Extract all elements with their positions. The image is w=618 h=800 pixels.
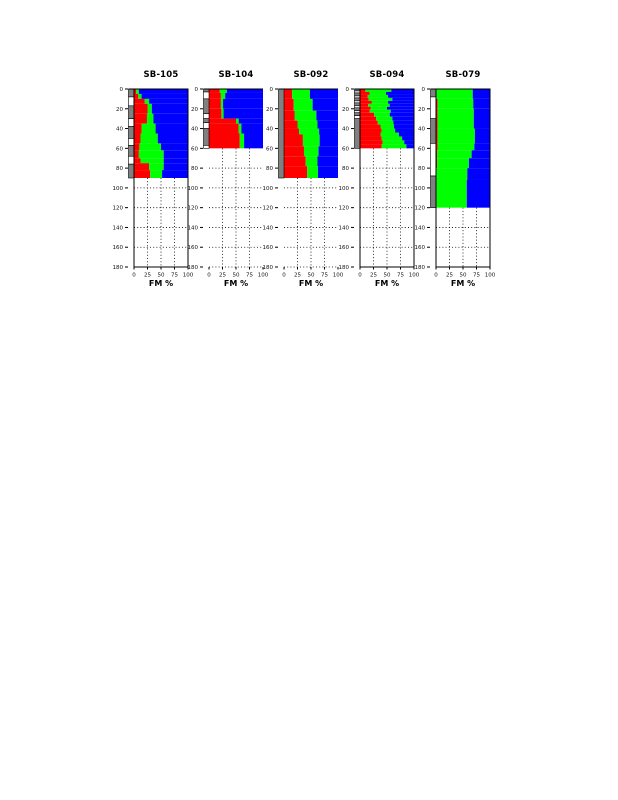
- chart-sb-079: SB-079 0 20 40 60 80 100 120 140 160 180 0 25 50 75 10…: [410, 68, 498, 288]
- borehole-charts-row: SB-105 0 20 40 60 80 100 120 140 160 180 0 25 50 75 10…: [0, 68, 618, 308]
- svg-text:60: 60: [266, 146, 273, 152]
- svg-text:20: 20: [418, 107, 425, 113]
- svg-text:120: 120: [263, 206, 274, 212]
- svg-text:60: 60: [116, 146, 123, 152]
- svg-text:0: 0: [270, 87, 274, 93]
- borehole-profile-plot: 0 20 40 60 80 100 120 140 160 180 0 25 50 75 100: [113, 87, 194, 279]
- svg-text:75: 75: [246, 273, 253, 279]
- svg-text:75: 75: [171, 273, 178, 279]
- svg-text:50: 50: [158, 273, 165, 279]
- svg-text:120: 120: [113, 206, 124, 212]
- chart-sb-105: SB-105 0 20 40 60 80 100 120 140 160 180 0 25 50 75 10…: [108, 68, 196, 288]
- borehole-profile-plot: 0 20 40 60 80 100 120 140 160 180 0 25 50 75 100: [415, 87, 496, 279]
- svg-text:160: 160: [339, 245, 350, 251]
- x-axis-label: FM %: [298, 279, 324, 288]
- svg-text:180: 180: [188, 265, 199, 271]
- svg-text:120: 120: [415, 206, 426, 212]
- svg-text:40: 40: [116, 127, 123, 133]
- svg-text:25: 25: [370, 273, 377, 279]
- svg-text:60: 60: [342, 146, 349, 152]
- svg-text:180: 180: [339, 265, 350, 271]
- svg-text:20: 20: [116, 107, 123, 113]
- chart-sb-094: SB-094 0 20 40 60 80 100 120 140 160 180 0 25 50 75 10…: [334, 68, 422, 288]
- svg-text:100: 100: [415, 186, 426, 192]
- svg-text:75: 75: [397, 273, 404, 279]
- svg-text:80: 80: [418, 166, 425, 172]
- svg-text:140: 140: [113, 225, 124, 231]
- svg-text:50: 50: [460, 273, 467, 279]
- svg-text:25: 25: [294, 273, 301, 279]
- borehole-profile-plot: 0 20 40 60 80 100 120 140 160 180 0 25 50 75 100: [263, 87, 344, 279]
- svg-text:80: 80: [116, 166, 123, 172]
- svg-text:25: 25: [144, 273, 151, 279]
- svg-text:20: 20: [191, 107, 198, 113]
- svg-text:0: 0: [346, 87, 350, 93]
- svg-text:0: 0: [422, 87, 426, 93]
- chart-title: SB-104: [218, 70, 254, 80]
- svg-text:140: 140: [188, 225, 199, 231]
- svg-text:100: 100: [258, 273, 269, 279]
- svg-text:40: 40: [342, 127, 349, 133]
- svg-text:180: 180: [113, 265, 124, 271]
- svg-text:100: 100: [183, 273, 194, 279]
- svg-text:0: 0: [207, 273, 211, 279]
- borehole-profile-plot: 0 20 40 60 80 100 120 140 160 180 0 25 50 75 100: [339, 87, 420, 279]
- svg-text:140: 140: [339, 225, 350, 231]
- svg-text:100: 100: [188, 186, 199, 192]
- svg-text:60: 60: [191, 146, 198, 152]
- svg-text:100: 100: [409, 273, 420, 279]
- svg-text:40: 40: [418, 127, 425, 133]
- svg-text:0: 0: [434, 273, 438, 279]
- svg-text:75: 75: [321, 273, 328, 279]
- svg-text:40: 40: [266, 127, 273, 133]
- svg-text:25: 25: [219, 273, 226, 279]
- svg-text:0: 0: [132, 273, 136, 279]
- svg-text:80: 80: [191, 166, 198, 172]
- svg-text:0: 0: [120, 87, 124, 93]
- svg-text:160: 160: [188, 245, 199, 251]
- chart-title: SB-079: [445, 70, 481, 80]
- x-axis-label: FM %: [374, 279, 400, 288]
- x-axis-label: FM %: [450, 279, 476, 288]
- borehole-profile-plot: 0 20 40 60 80 100 120 140 160 180 0 25 50 75 100: [188, 87, 269, 279]
- svg-text:40: 40: [191, 127, 198, 133]
- svg-text:20: 20: [266, 107, 273, 113]
- chart-title: SB-094: [369, 70, 405, 80]
- svg-text:80: 80: [342, 166, 349, 172]
- svg-text:50: 50: [384, 273, 391, 279]
- svg-text:50: 50: [233, 273, 240, 279]
- svg-text:75: 75: [473, 273, 480, 279]
- svg-text:60: 60: [418, 146, 425, 152]
- svg-text:180: 180: [415, 265, 426, 271]
- svg-text:0: 0: [282, 273, 286, 279]
- svg-text:180: 180: [263, 265, 274, 271]
- svg-text:120: 120: [339, 206, 350, 212]
- svg-text:100: 100: [263, 186, 274, 192]
- svg-text:50: 50: [308, 273, 315, 279]
- svg-text:100: 100: [339, 186, 350, 192]
- svg-text:0: 0: [358, 273, 362, 279]
- svg-text:25: 25: [446, 273, 453, 279]
- svg-text:120: 120: [188, 206, 199, 212]
- svg-text:100: 100: [485, 273, 496, 279]
- svg-text:140: 140: [415, 225, 426, 231]
- chart-title: SB-092: [293, 70, 329, 80]
- svg-text:160: 160: [263, 245, 274, 251]
- chart-sb-092: SB-092 0 20 40 60 80 100 120 140 160 180 0 25 50 75 10…: [258, 68, 346, 288]
- x-axis-label: FM %: [223, 279, 249, 288]
- chart-sb-104: SB-104 0 20 40 60 80 100 120 140 160 180 0 25 50 75 10…: [183, 68, 271, 288]
- svg-text:80: 80: [266, 166, 273, 172]
- svg-text:140: 140: [263, 225, 274, 231]
- chart-title: SB-105: [143, 70, 179, 80]
- x-axis-label: FM %: [148, 279, 174, 288]
- svg-text:160: 160: [113, 245, 124, 251]
- svg-text:100: 100: [113, 186, 124, 192]
- svg-text:0: 0: [195, 87, 199, 93]
- svg-text:20: 20: [342, 107, 349, 113]
- svg-text:100: 100: [333, 273, 344, 279]
- svg-text:160: 160: [415, 245, 426, 251]
